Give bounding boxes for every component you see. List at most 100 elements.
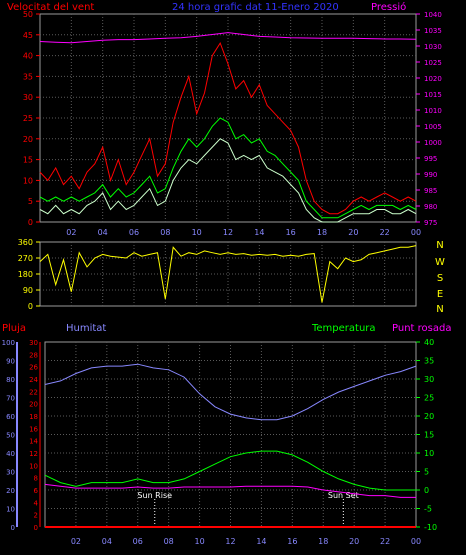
humidity-tick-label: 50 — [6, 432, 15, 440]
x-tick-label: 00 — [411, 537, 421, 546]
compass-label: N — [436, 240, 443, 251]
y-tick-label: 25 — [23, 114, 33, 123]
y2-tick-label: 985 — [424, 187, 437, 195]
rain-tick-label: 18 — [29, 413, 38, 421]
x-tick-label: 16 — [286, 228, 296, 237]
wind-average-line — [39, 117, 417, 219]
x-tick-label: 14 — [254, 228, 264, 237]
direction-tick-label: 0 — [28, 302, 33, 311]
temperature-tick-label: 5 — [424, 468, 429, 477]
x-tick-label: 02 — [66, 228, 76, 237]
compass-label: S — [437, 273, 443, 284]
x-tick-label: 04 — [98, 228, 108, 237]
wind-speed-line — [39, 138, 417, 223]
humidity-tick-label: 20 — [6, 487, 15, 495]
humidity-tick-label: 90 — [6, 358, 15, 366]
temperature-tick-label: 0 — [424, 486, 429, 495]
temperature-tick-label: 20 — [424, 412, 434, 421]
y2-tick-label: 1025 — [424, 59, 442, 67]
x-tick-label: 10 — [194, 537, 204, 546]
x-tick-label: 00 — [411, 228, 421, 237]
y-tick-label: 50 — [23, 10, 33, 19]
y2-tick-label: 1015 — [424, 91, 442, 99]
y2-tick-label: 1040 — [424, 11, 442, 19]
y2-tick-label: 1010 — [424, 107, 442, 115]
rain-tick-label: 12 — [29, 450, 38, 458]
dew-point-label: Punt rosada — [392, 323, 451, 334]
y2-tick-label: 1030 — [424, 43, 442, 51]
temperature-tick-label: 40 — [424, 338, 434, 347]
x-tick-label: 14 — [256, 537, 266, 546]
y-tick-label: 35 — [23, 72, 33, 81]
rain-tick-label: 26 — [29, 364, 38, 372]
humidity-tick-label: 0 — [11, 524, 15, 532]
rain-tick-label: 0 — [34, 524, 38, 532]
rain-tick-label: 2 — [34, 512, 38, 520]
sunrise-label: Sun Rise — [137, 491, 172, 500]
x-tick-label: 08 — [160, 228, 170, 237]
y2-tick-label: 975 — [424, 219, 437, 227]
rain-tick-label: 16 — [29, 425, 38, 433]
rain-tick-label: 4 — [34, 499, 39, 507]
rain-tick-label: 20 — [29, 401, 38, 409]
x-tick-label: 12 — [223, 228, 233, 237]
x-tick-label: 06 — [133, 537, 143, 546]
rain-tick-label: 24 — [29, 376, 38, 384]
y-tick-label: 0 — [28, 218, 33, 227]
x-tick-label: 12 — [225, 537, 235, 546]
y-tick-label: 20 — [23, 135, 33, 144]
temperature-tick-label: 15 — [424, 431, 434, 440]
temperature-line — [44, 450, 416, 491]
pressure-line — [39, 32, 417, 44]
rain-tick-label: 6 — [34, 487, 39, 495]
sunset-label: Sun Set — [328, 491, 359, 500]
temperature-label: Temperatura — [311, 323, 376, 334]
wind-gust-line — [39, 41, 417, 215]
humidity-tick-label: 10 — [6, 506, 15, 514]
x-tick-label: 20 — [349, 537, 359, 546]
x-tick-label: 06 — [129, 228, 139, 237]
rain-tick-label: 28 — [29, 351, 38, 359]
humidity-tick-label: 60 — [6, 413, 15, 421]
temperature-tick-label: 30 — [424, 375, 434, 384]
compass-label: W — [435, 257, 445, 268]
humidity-tick-label: 30 — [6, 469, 15, 477]
temperature-tick-label: -5 — [424, 505, 432, 514]
compass-label: N — [436, 304, 443, 315]
x-tick-label: 18 — [317, 228, 327, 237]
rain-tick-label: 8 — [34, 475, 38, 483]
direction-tick-label: 360 — [18, 238, 33, 247]
wind-speed-label: Velocitat del vent — [7, 2, 94, 13]
wind-pressure-chart: 0510152025303540455097598098599099510001… — [23, 10, 442, 237]
temperature-tick-label: 35 — [424, 357, 434, 366]
x-tick-label: 20 — [348, 228, 358, 237]
humidity-label: Humitat — [66, 323, 106, 334]
x-tick-label: 22 — [380, 537, 390, 546]
y-tick-label: 10 — [23, 176, 33, 185]
y2-tick-label: 1005 — [424, 123, 442, 131]
dew-point-line — [44, 483, 416, 498]
y-tick-label: 45 — [23, 31, 33, 40]
x-tick-label: 22 — [380, 228, 390, 237]
rain-tick-label: 14 — [29, 438, 38, 446]
y2-tick-label: 1035 — [424, 27, 442, 35]
y-tick-label: 30 — [23, 93, 33, 102]
temperature-tick-label: 25 — [424, 394, 434, 403]
x-tick-label: 16 — [287, 537, 297, 546]
wind-direction-line — [39, 245, 417, 303]
rain-tick-label: 10 — [29, 462, 38, 470]
temperature-tick-label: 10 — [424, 449, 434, 458]
direction-tick-label: 270 — [18, 254, 33, 263]
humidity-tick-label: 100 — [2, 339, 15, 347]
x-tick-label: 02 — [71, 537, 81, 546]
y2-tick-label: 980 — [424, 203, 437, 211]
rain-label: Pluja — [2, 323, 26, 334]
direction-tick-label: 90 — [23, 286, 33, 295]
y2-tick-label: 990 — [424, 171, 437, 179]
pressure-label: Pressió — [371, 1, 406, 13]
direction-tick-label: 180 — [18, 270, 33, 279]
y2-tick-label: 1000 — [424, 139, 442, 147]
plot-frame — [39, 13, 417, 223]
